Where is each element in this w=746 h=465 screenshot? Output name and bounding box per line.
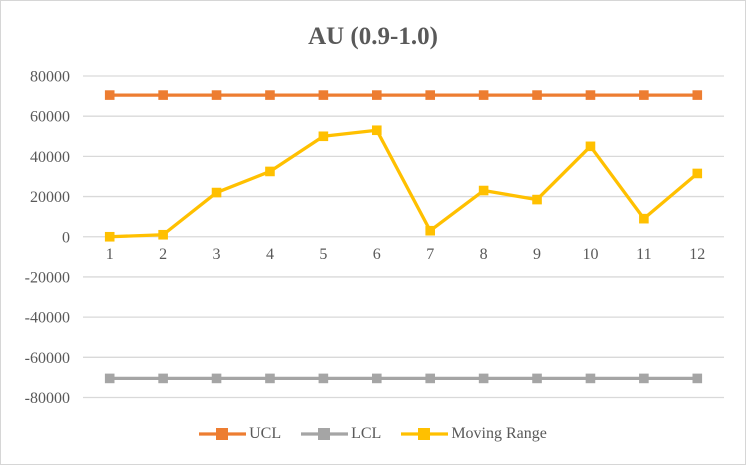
x-axis-tick-label: 2 [159, 246, 167, 263]
x-axis-tick-label: 7 [426, 246, 434, 263]
legend-item-lcl: LCL [301, 425, 381, 443]
series-ucl-marker [478, 90, 489, 100]
y-axis-tick-label: 40000 [30, 149, 70, 166]
series-lcl-marker [371, 373, 382, 384]
series-ucl-marker [265, 90, 275, 100]
y-axis-tick-label: 20000 [30, 189, 70, 206]
legend-swatch-ucl-icon [199, 428, 247, 440]
series-moving-range-marker [318, 131, 329, 142]
x-axis-tick-label: 6 [373, 246, 381, 263]
x-axis-tick-label: 1 [106, 246, 114, 263]
series-ucl-marker [318, 90, 329, 100]
legend-label-ucl: UCL [249, 425, 282, 442]
y-axis-tick-label: -20000 [25, 269, 70, 286]
series-lcl-marker [639, 373, 649, 384]
x-axis-tick-label: 9 [533, 246, 541, 263]
y-axis-tick-label: -40000 [25, 310, 70, 327]
series-lcl-marker [104, 373, 115, 384]
series-moving-range-marker [265, 166, 275, 177]
series-moving-range-marker [692, 168, 703, 179]
x-axis-tick-label: 11 [636, 246, 651, 263]
series-moving-range-marker [158, 229, 168, 240]
y-axis-tick-label: 0 [62, 229, 70, 246]
y-axis-tick-label: 60000 [30, 109, 70, 126]
series-ucl-marker [532, 90, 542, 100]
series-lcl-marker [532, 373, 542, 384]
chart-title: AU (0.9-1.0) [308, 23, 438, 50]
series-lcl-marker [692, 373, 703, 384]
legend: UCL LCL Moving Range [1, 425, 745, 443]
series-moving-range-marker [104, 231, 115, 242]
legend-item-moving-range: Moving Range [401, 425, 547, 443]
legend-item-ucl: UCL [199, 425, 281, 443]
legend-label-lcl: LCL [351, 425, 382, 442]
series-lcl-marker [158, 373, 168, 384]
series-moving-range-marker [371, 125, 382, 136]
series-ucl-marker [371, 90, 382, 100]
x-axis-tick-label: 5 [319, 246, 327, 263]
x-axis-tick-label: 3 [213, 246, 221, 263]
series-moving-range-marker [532, 194, 542, 205]
series-lcl-marker [425, 373, 436, 384]
series-ucl-marker [639, 90, 649, 100]
series-ucl-marker [585, 90, 596, 100]
y-axis-tick-label: -80000 [25, 390, 70, 407]
x-axis-tick-label: 12 [689, 246, 705, 263]
x-axis-tick-label: 4 [266, 246, 274, 263]
x-axis-tick-label: 10 [582, 246, 598, 263]
series-ucl-marker [158, 90, 168, 100]
series-lcl-marker [478, 373, 489, 384]
y-axis-tick-label: 80000 [30, 69, 70, 86]
series-moving-range-line [109, 128, 699, 239]
series-moving-range-marker [639, 213, 649, 224]
series-lcl-marker [585, 373, 596, 384]
series-lcl-marker [265, 373, 275, 384]
series-ucl-marker [692, 90, 703, 100]
legend-swatch-lcl-icon [301, 428, 349, 440]
legend-swatch-moving-range-icon [401, 428, 449, 440]
legend-label-moving-range: Moving Range [451, 425, 547, 442]
series-moving-range-marker [478, 185, 489, 196]
series-ucl-marker [425, 90, 436, 100]
series-lcl-marker [318, 373, 329, 384]
series-moving-range-marker [425, 225, 436, 236]
series-ucl-marker [211, 90, 222, 100]
series-moving-range-marker [211, 187, 222, 198]
y-axis-tick-label: -60000 [25, 350, 70, 367]
series-moving-range-marker [585, 141, 596, 152]
x-axis-tick-label: 8 [480, 246, 488, 263]
series-lcl-marker [211, 373, 222, 384]
series-ucl-marker [104, 90, 115, 100]
